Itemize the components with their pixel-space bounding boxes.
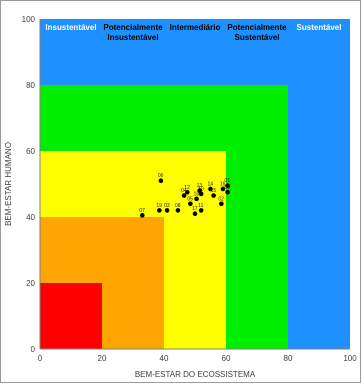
data-point-label-17: 17 [192,206,198,212]
data-point-04 [181,193,187,198]
zone-insustentavel [40,283,102,349]
data-point-label-15: 15 [211,188,217,194]
zone-label-potencialmente-sustentavel: Potencialmente Sustentável [227,23,287,42]
y-tick-label: 100 [22,15,36,24]
data-point-05 [188,201,193,207]
x-tick-label: 40 [160,354,169,363]
data-point-label-05: 05 [187,196,193,202]
zone-label-layer: Insustentável Potencialmente Insustentável… [45,23,341,42]
zone-label-sustentavel: Sustentável [297,23,342,32]
data-point-label-07: 07 [139,208,145,214]
y-tick-label: 80 [26,81,35,90]
y-axis-title: BEM-ESTAR HUMANO [4,142,13,226]
data-point-label-19: 19 [156,203,162,209]
y-tick-label: 40 [26,213,35,222]
data-point-17 [192,211,198,216]
data-point-08 [175,208,181,213]
data-point-label-02: 02 [218,196,224,202]
data-point-label-03: 03 [164,203,170,209]
data-point-label-16: 16 [220,181,226,187]
data-point-02 [219,201,224,207]
data-point-19 [157,208,162,213]
data-point-label-09: 09 [225,185,231,191]
x-axis-title: BEM-ESTAR DO ECOSSISTEMA [135,370,256,379]
y-tick-label: 60 [26,147,35,156]
zone-label-insustentavel: Insustentável [45,23,96,32]
axes [39,19,350,350]
data-point-16 [220,186,226,192]
data-point-01 [225,183,230,188]
data-point-label-06: 06 [158,173,164,179]
data-points: 01020304050607080910111213141516171819 [139,173,231,218]
x-tick-label: 100 [343,354,357,363]
zone-label-intermediario: Intermediário [170,23,221,32]
data-point-label-12: 12 [184,185,190,191]
data-point-09 [225,189,230,195]
data-point-15 [211,193,216,198]
data-point-label-14: 14 [208,181,214,187]
data-point-label-01: 01 [225,178,231,184]
y-tick-labels: 0 20 40 60 80 100 [22,15,36,354]
zone-label-potencialmente-insustentavel: Potencialmente Insustentável [103,23,163,42]
data-point-07 [140,213,145,218]
data-point-label-04: 04 [181,188,187,194]
data-point-11 [198,208,204,213]
data-point-03 [164,208,170,213]
y-tick-label: 20 [26,279,35,288]
x-tick-label: 20 [98,354,107,363]
data-point-label-11: 11 [198,203,203,209]
data-point-13 [197,188,202,193]
data-point-06 [158,178,164,183]
data-point-label-13: 13 [197,183,203,189]
data-point-12 [184,189,190,195]
data-point-18 [194,196,199,202]
zone-layer [40,19,350,349]
x-tick-labels: 0 20 40 60 80 100 [38,354,357,363]
data-point-14 [208,186,213,192]
x-tick-label: 80 [284,354,293,363]
y-tick-label: 0 [31,345,36,354]
x-tick-label: 60 [222,354,231,363]
data-point-label-08: 08 [175,203,181,209]
data-point-label-18: 18 [194,191,200,197]
x-tick-label: 0 [38,354,43,363]
